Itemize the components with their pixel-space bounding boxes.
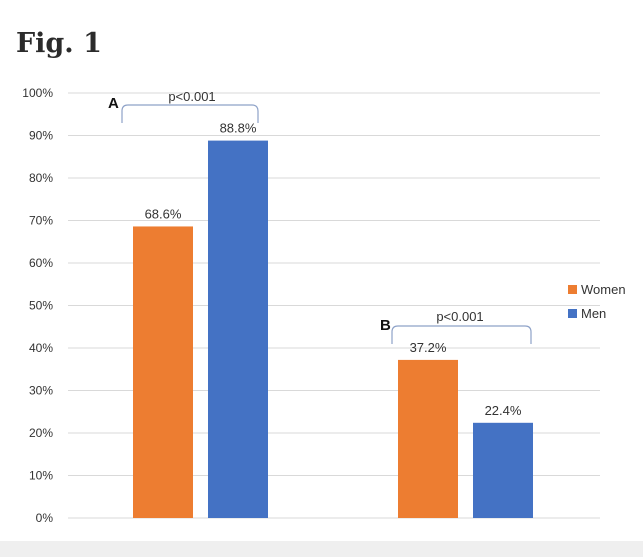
group-letter: A [108, 95, 119, 112]
data-label: 88.8% [220, 121, 257, 136]
legend-swatch [568, 285, 577, 294]
legend-label: Men [581, 306, 606, 321]
y-tick-label: 40% [29, 341, 53, 355]
y-tick-label: 0% [36, 511, 54, 525]
legend-swatch [568, 309, 577, 318]
legend-label: Women [581, 282, 626, 297]
significance-bracket [121, 104, 259, 123]
y-tick-label: 80% [29, 171, 53, 185]
bar-women [398, 359, 458, 518]
y-tick-label: 30% [29, 384, 53, 398]
p-value-label: p<0.001 [436, 309, 483, 324]
data-label: 37.2% [410, 340, 447, 355]
group-letter: B [380, 317, 391, 334]
significance-bracket [391, 325, 532, 344]
figure-label: Fig. 1 [16, 28, 102, 59]
y-tick-label: 50% [29, 299, 53, 313]
y-tick-label: 20% [29, 426, 53, 440]
bar-men [208, 140, 268, 518]
y-tick-label: 90% [29, 129, 53, 143]
data-label: 68.6% [145, 206, 182, 221]
p-value-label: p<0.001 [168, 89, 215, 104]
bar-men [473, 422, 533, 518]
y-tick-label: 100% [22, 86, 53, 100]
y-tick-label: 10% [29, 469, 53, 483]
y-tick-label: 70% [29, 214, 53, 228]
bar-women [133, 226, 193, 518]
bottom-band [0, 541, 643, 557]
data-label: 22.4% [485, 403, 522, 418]
y-tick-label: 60% [29, 256, 53, 270]
